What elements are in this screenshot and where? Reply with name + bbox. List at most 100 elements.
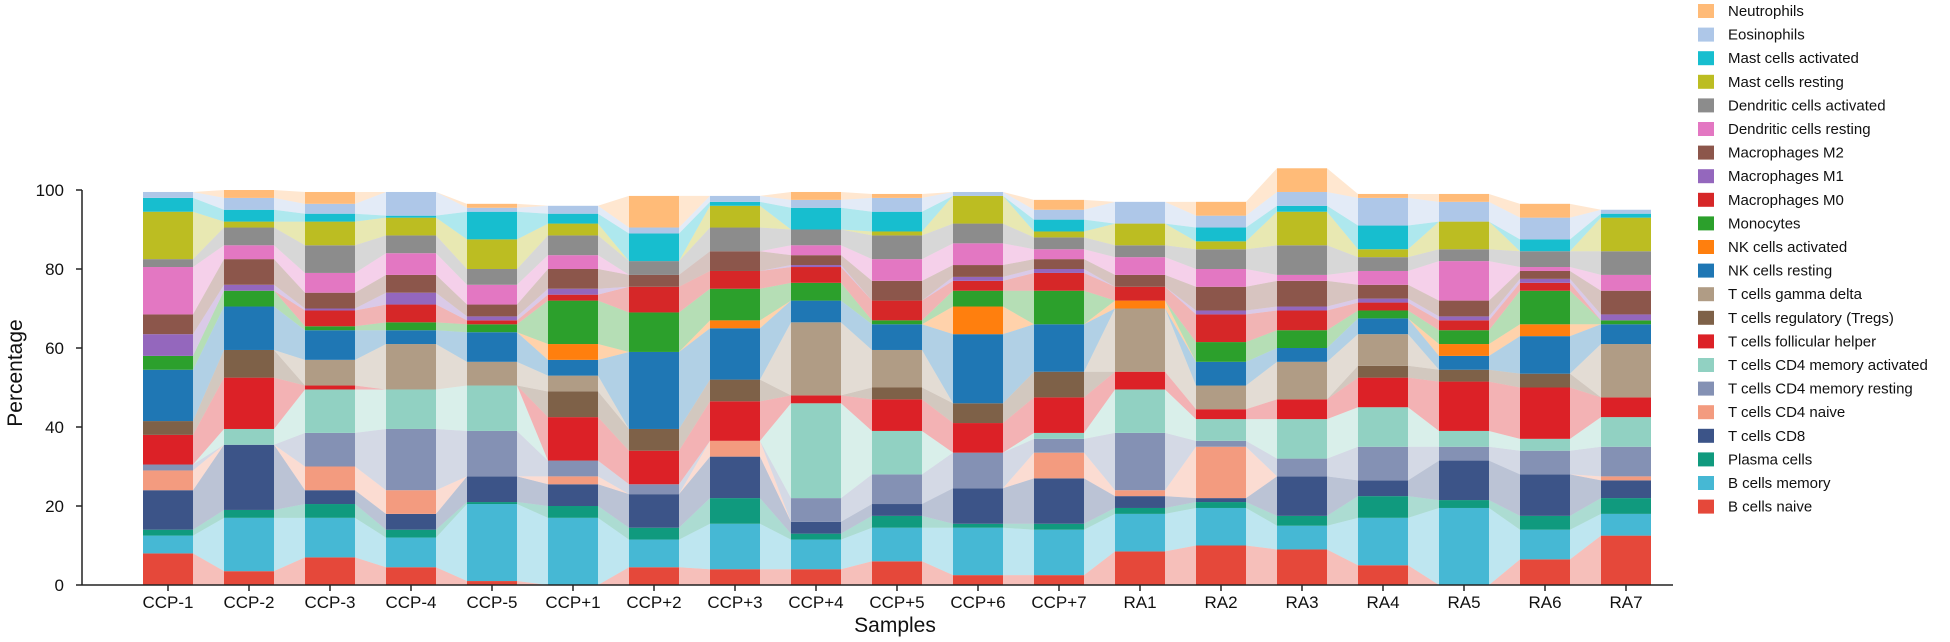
connector-band xyxy=(1246,205,1277,242)
connector-band xyxy=(841,515,872,540)
connector-band xyxy=(760,395,791,441)
bar-segment xyxy=(791,395,841,404)
bar-segment xyxy=(1358,284,1408,299)
bar-segment xyxy=(1520,529,1570,560)
bar-segment xyxy=(467,324,517,333)
bar-segment xyxy=(791,245,841,256)
connector-band xyxy=(193,306,224,422)
x-tick-label: RA3 xyxy=(1285,593,1318,612)
connector-band xyxy=(1489,460,1520,516)
bar-segment xyxy=(953,575,1003,585)
connector-band xyxy=(1408,261,1439,301)
connector-band xyxy=(1327,334,1358,400)
bar-segment xyxy=(386,217,436,236)
bar-segment xyxy=(224,197,274,210)
connector-band xyxy=(841,561,872,585)
connector-band xyxy=(517,288,548,321)
connector-band xyxy=(355,191,386,204)
bar-segment xyxy=(1115,201,1165,224)
bar-segment xyxy=(548,391,598,418)
connector-band xyxy=(1327,191,1358,226)
connector-band xyxy=(760,300,791,380)
bar-segment xyxy=(1520,474,1570,516)
connector-band xyxy=(193,444,224,471)
connector-band xyxy=(274,444,305,491)
bar-segment xyxy=(305,389,355,433)
connector-band xyxy=(922,561,953,585)
connector-band xyxy=(598,213,629,262)
bar-segment xyxy=(305,490,355,505)
bar-segment xyxy=(953,527,1003,576)
connector-band xyxy=(922,191,953,198)
bar-segment xyxy=(305,191,355,204)
bar-segment xyxy=(1601,209,1651,214)
bar-segment xyxy=(386,490,436,514)
connector-band xyxy=(193,245,224,315)
legend-swatch xyxy=(1698,381,1714,396)
bar-segment xyxy=(1520,290,1570,325)
bar-segment xyxy=(305,432,355,467)
connector-band xyxy=(841,197,872,212)
bar-segment xyxy=(953,243,1003,266)
connector-band xyxy=(1408,460,1439,501)
connector-band xyxy=(355,344,386,390)
bar-segment xyxy=(1358,298,1408,303)
connector-band xyxy=(436,428,467,491)
connector-band xyxy=(193,428,224,465)
bar-segment xyxy=(1439,201,1489,222)
connector-band xyxy=(1408,221,1439,258)
connector-band xyxy=(1084,389,1115,439)
connector-band xyxy=(1084,269,1115,287)
bar-segment xyxy=(1196,286,1246,311)
bar-segment xyxy=(1358,197,1408,226)
connector-band xyxy=(193,284,224,356)
bar-segment xyxy=(305,557,355,585)
legend-swatch xyxy=(1698,476,1714,490)
bar-segment xyxy=(1358,302,1408,311)
connector-band xyxy=(679,456,710,528)
bar-segment xyxy=(224,428,274,445)
bar-segment xyxy=(143,553,193,585)
connector-band xyxy=(679,270,710,313)
legend-swatch xyxy=(1698,240,1714,254)
connector-band xyxy=(1570,474,1601,516)
connector-band xyxy=(679,195,710,228)
bar-segment xyxy=(1601,498,1651,514)
x-tick-label: RA1 xyxy=(1123,593,1156,612)
connector-band xyxy=(517,385,548,418)
connector-band xyxy=(1165,286,1196,315)
connector-band xyxy=(922,324,953,404)
bar-segment xyxy=(710,498,760,524)
legend-swatch xyxy=(1698,428,1714,443)
bar-segment xyxy=(224,509,274,518)
bar-segment xyxy=(710,288,760,321)
bar-segment xyxy=(710,456,760,499)
bar-segment xyxy=(467,207,517,212)
connector-band xyxy=(1003,290,1034,325)
connector-band xyxy=(598,286,629,313)
connector-band xyxy=(1327,245,1358,275)
connector-band xyxy=(193,517,224,572)
bar-segment xyxy=(629,286,679,313)
bar-segment xyxy=(386,330,436,345)
bar-segment xyxy=(953,280,1003,291)
connector-band xyxy=(598,375,629,429)
bar-segment xyxy=(710,270,760,289)
connector-band xyxy=(760,245,791,256)
bar-segment xyxy=(143,191,193,198)
bar-segment xyxy=(1358,318,1408,335)
connector-band xyxy=(1489,278,1520,321)
connector-bands xyxy=(193,168,1601,585)
bar-segment xyxy=(1439,344,1489,356)
connector-band xyxy=(760,300,791,329)
connector-band xyxy=(760,265,791,271)
bar-segment xyxy=(1601,251,1651,275)
connector-band xyxy=(1003,191,1034,220)
bar-segment xyxy=(548,476,598,485)
bar-segment xyxy=(1358,310,1408,319)
bar-segment xyxy=(1358,496,1408,518)
connector-band xyxy=(436,385,467,431)
connector-band xyxy=(922,488,953,505)
bar-segment xyxy=(386,215,436,218)
connector-band xyxy=(679,195,710,234)
